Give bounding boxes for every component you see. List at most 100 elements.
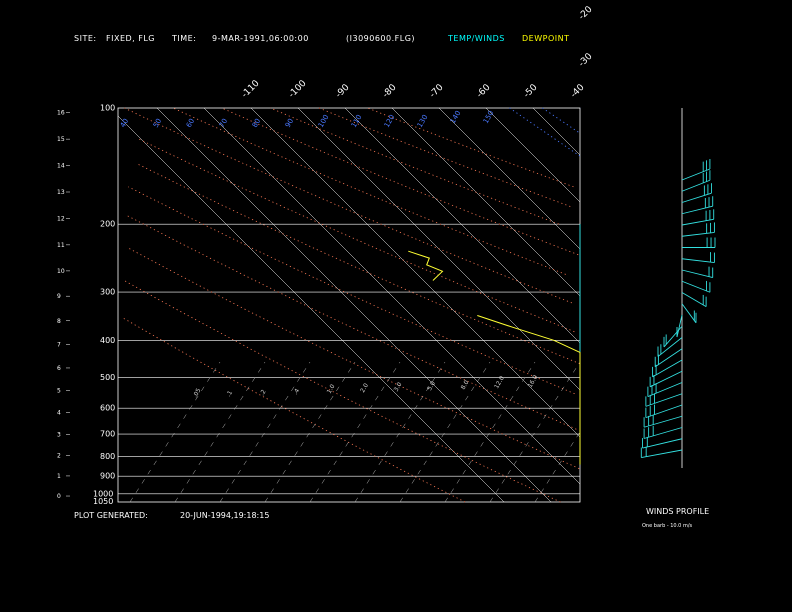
moist-adiabat-line [264, 361, 356, 503]
height-tick-label: 6 [57, 365, 61, 372]
height-tick-label: 1 [57, 473, 61, 480]
pressure-tick-label: 400 [100, 336, 115, 345]
isotherm-right-label: -20 [577, 4, 595, 22]
time-label: TIME: [172, 34, 197, 43]
dewpoint-curve [477, 315, 581, 465]
height-tick-label: 7 [57, 342, 61, 349]
isotherm-line [485, 107, 581, 203]
isotherm-top-label: -90 [334, 82, 352, 100]
wind-barb [676, 314, 683, 338]
wind-barb [642, 438, 683, 449]
theta-label: 70 [218, 117, 229, 129]
pressure-tick-label: 800 [100, 452, 115, 461]
pressure-tick-label: 100 [100, 104, 115, 113]
mixing-ratio-label: 12.0 [493, 375, 506, 390]
wind-barb [657, 337, 683, 357]
isotherm-top-label: -60 [475, 82, 493, 100]
wind-barb [663, 325, 683, 348]
mixing-ratio-label: 5.0 [426, 380, 437, 392]
dry-adiabat-line [138, 164, 580, 365]
wind-barb [645, 393, 683, 407]
height-tick-label: 15 [57, 136, 65, 143]
wind-barb [681, 269, 713, 278]
wind-profile [640, 108, 716, 468]
moist-adiabat-line [444, 361, 536, 503]
pressure-tick-label: 1050 [93, 497, 113, 506]
plot-generated-label: PLOT GENERATED: [74, 511, 148, 520]
wind-barb [654, 348, 683, 368]
dry-adiabat-line [126, 215, 577, 430]
height-tick-label: 12 [57, 215, 65, 222]
mixing-ratio-label: 16.0 [527, 374, 540, 389]
dewpoint-curve [408, 250, 444, 281]
wind-barb [643, 427, 683, 439]
theta-label: 130 [416, 113, 430, 129]
site-label: SITE: [74, 34, 97, 43]
isotherm-top-label: -70 [428, 82, 446, 100]
mixing-ratio-label: 1.0 [326, 383, 337, 395]
height-tick-label: 16 [57, 110, 65, 117]
dry-adiabat-line [127, 247, 580, 469]
wind-barb [681, 231, 715, 237]
dry-adiabat-line [124, 280, 561, 503]
isotherm-line [391, 107, 581, 297]
isotherm-line [117, 115, 505, 503]
pressure-tick-label: 500 [100, 373, 115, 382]
site-value: FIXED, FLG [106, 34, 155, 43]
isotherm-line [203, 107, 581, 485]
wind-barb [643, 415, 683, 428]
pressure-tick-label: 200 [100, 220, 115, 229]
isotherm-line [532, 107, 581, 156]
moist-adiabat-line [399, 361, 491, 503]
height-tick-label: 9 [57, 293, 61, 300]
theta-label: 110 [350, 113, 364, 129]
legend-temp-winds: TEMP/WINDS [448, 34, 505, 43]
barb-scale-note: One barb - 10.0 m/s [642, 523, 693, 529]
file-name: (I3090600.FLG) [346, 34, 416, 43]
wind-barb [681, 205, 713, 215]
theta-label: 140 [449, 109, 463, 125]
winds-profile-title: WINDS PROFILE [646, 507, 710, 516]
isotherm-top-label: -40 [569, 82, 587, 100]
pressure-tick-label: 300 [100, 288, 115, 297]
theta-label: 90 [284, 117, 295, 129]
moist-adiabat-line [309, 361, 401, 503]
mixing-ratio-label: 8.0 [460, 379, 471, 391]
theta-label: 80 [251, 117, 262, 129]
mixing-ratio-line [542, 107, 581, 134]
pressure-tick-label: 1000 [93, 489, 113, 498]
data-layer [408, 224, 581, 465]
height-tick-label: 14 [57, 163, 65, 170]
height-tick-label: 4 [57, 410, 61, 417]
wind-barb [647, 382, 683, 398]
plot-generated-value: 20-JUN-1994,19:18:15 [180, 511, 270, 520]
theta-label: 120 [383, 113, 397, 129]
dry-adiabat-line [270, 107, 559, 225]
theta-label: 40 [119, 117, 130, 129]
isotherm-line [250, 107, 581, 438]
isotherm-line [156, 107, 552, 503]
isotherm-line [344, 107, 581, 344]
theta-label: 100 [317, 113, 331, 129]
grid-layer [117, 107, 581, 503]
wind-barb [681, 218, 714, 226]
theta-label: 150 [482, 109, 496, 125]
theta-label: 50 [152, 117, 163, 129]
height-tick-label: 2 [57, 452, 61, 459]
wind-barb [681, 192, 712, 203]
dry-adiabat-line [124, 107, 573, 304]
wind-barb [681, 280, 711, 293]
moist-adiabat-line [219, 361, 311, 503]
dry-adiabat-line [137, 138, 575, 333]
mixing-ratio-label: 2.0 [359, 382, 370, 394]
isotherm-line [438, 107, 581, 250]
theta-label: 60 [185, 117, 196, 129]
wind-barb [649, 370, 683, 388]
wind-barb [681, 303, 697, 324]
height-tick-label: 13 [57, 189, 65, 196]
mixing-ratio-label: .1 [225, 389, 234, 398]
moist-adiabat-line [534, 431, 581, 503]
height-tick-label: 3 [57, 431, 61, 438]
wind-barb [641, 449, 683, 458]
